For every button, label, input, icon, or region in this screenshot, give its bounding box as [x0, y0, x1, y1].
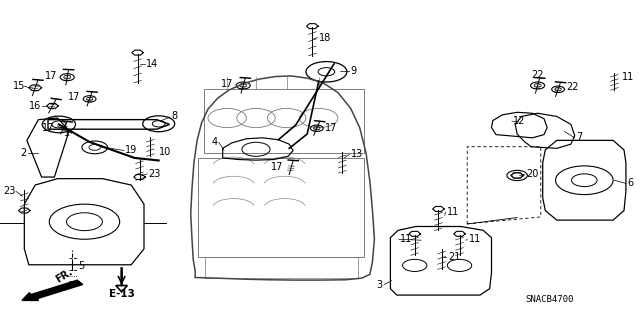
Bar	[204, 89, 364, 153]
Text: 18: 18	[319, 33, 331, 43]
Text: FR.: FR.	[54, 267, 74, 285]
Text: 17: 17	[45, 71, 58, 81]
Bar	[198, 158, 364, 257]
Text: 17: 17	[325, 122, 337, 133]
Text: 11: 11	[447, 207, 459, 217]
Text: 23: 23	[3, 186, 15, 197]
Text: 6: 6	[627, 178, 634, 189]
Text: 16: 16	[29, 101, 41, 111]
Bar	[205, 257, 358, 278]
Text: SNACB4700: SNACB4700	[525, 295, 573, 304]
Text: 22: 22	[566, 82, 579, 93]
FancyArrow shape	[22, 280, 83, 300]
Text: 3: 3	[376, 279, 383, 290]
Text: 2: 2	[20, 148, 27, 158]
Text: 11: 11	[400, 234, 412, 244]
Text: 8: 8	[172, 111, 178, 122]
Text: 4: 4	[211, 137, 218, 147]
Text: 21: 21	[448, 252, 460, 262]
Text: 22: 22	[531, 70, 544, 80]
Text: 13: 13	[351, 149, 363, 159]
Text: 17: 17	[271, 161, 283, 172]
Text: 15: 15	[13, 81, 25, 91]
Text: 14: 14	[146, 59, 158, 69]
Text: 7: 7	[576, 132, 582, 142]
Text: 11: 11	[622, 71, 634, 82]
Text: 17: 17	[221, 78, 234, 89]
Text: 20: 20	[526, 169, 538, 179]
Text: 23: 23	[148, 169, 161, 179]
Text: 10: 10	[159, 147, 171, 158]
Text: 19: 19	[125, 145, 138, 155]
Text: 17: 17	[68, 92, 80, 102]
Text: 5: 5	[78, 261, 84, 271]
Text: 1: 1	[64, 128, 70, 138]
Text: 11: 11	[468, 234, 481, 244]
Text: 17: 17	[42, 122, 54, 133]
Text: 9: 9	[351, 66, 357, 76]
Text: 12: 12	[513, 115, 525, 126]
Text: E-13: E-13	[109, 289, 134, 299]
